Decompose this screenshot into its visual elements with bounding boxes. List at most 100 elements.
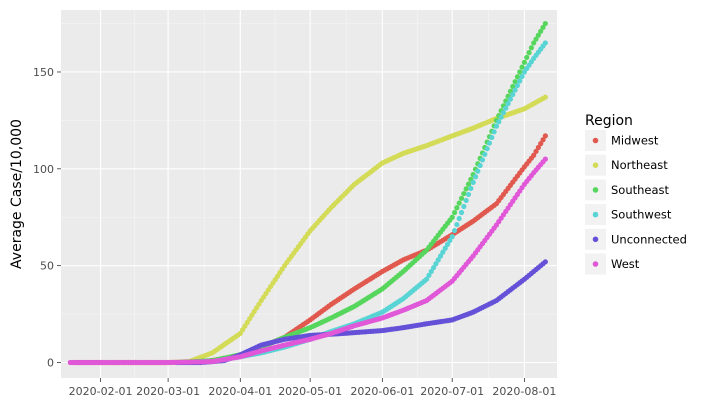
data-point xyxy=(540,24,546,31)
data-point xyxy=(491,129,497,135)
data-point xyxy=(482,151,488,157)
data-point xyxy=(512,79,518,85)
data-point xyxy=(444,241,451,247)
data-point xyxy=(542,259,548,265)
data-point xyxy=(542,40,548,46)
legend-label: Unconnected xyxy=(611,232,687,246)
data-point xyxy=(451,227,458,234)
legend-marker xyxy=(592,261,599,267)
data-point xyxy=(463,197,469,204)
data-point xyxy=(505,101,511,107)
legend-item-unconnected: Unconnected xyxy=(585,228,687,250)
legend-title: Region xyxy=(585,113,633,129)
data-point xyxy=(533,148,539,154)
data-point xyxy=(458,209,465,216)
data-point xyxy=(461,190,467,197)
legend-item-west: West xyxy=(585,253,640,275)
data-point xyxy=(535,32,541,38)
data-point xyxy=(531,40,537,46)
data-point xyxy=(451,209,458,216)
data-series xyxy=(67,20,548,366)
data-point xyxy=(430,265,437,271)
data-point xyxy=(526,50,532,56)
data-point xyxy=(449,214,455,220)
data-point xyxy=(463,186,469,192)
x-axis-ticks: 2020-02-01 2020-03-01 2020-04-01 2020-05-01… xyxy=(69,378,556,398)
series-west xyxy=(67,156,548,366)
legend-item-midwest: Midwest xyxy=(585,130,659,151)
y-tick-label: 150 xyxy=(33,66,54,79)
legend-item-northeast: Northeast xyxy=(585,154,668,176)
data-point xyxy=(447,237,453,244)
data-point xyxy=(519,64,525,70)
data-point xyxy=(437,253,444,259)
data-point xyxy=(507,96,514,102)
legend-marker xyxy=(592,211,599,218)
data-point xyxy=(540,137,546,143)
data-point xyxy=(514,74,521,80)
data-point xyxy=(465,191,472,198)
x-tick-label: 2020-07-01 xyxy=(420,385,484,398)
data-point xyxy=(472,174,479,180)
x-tick-label: 2020-03-01 xyxy=(136,385,200,398)
legend-label: Northeast xyxy=(611,158,668,172)
data-point xyxy=(517,78,523,84)
data-point xyxy=(528,45,534,51)
x-tick-label: 2020-02-01 xyxy=(69,385,133,398)
data-point xyxy=(538,141,544,147)
x-tick-label: 2020-05-01 xyxy=(278,385,342,398)
data-point xyxy=(458,195,465,201)
data-point xyxy=(423,276,430,282)
data-point xyxy=(440,249,446,255)
data-point xyxy=(498,114,504,120)
data-point xyxy=(484,146,490,152)
data-point xyxy=(542,94,548,100)
data-point xyxy=(433,261,439,267)
legend-item-southeast: Southeast xyxy=(585,179,670,201)
x-tick-label: 2020-06-01 xyxy=(350,385,414,398)
data-point xyxy=(477,162,483,169)
y-tick-label: 50 xyxy=(40,260,54,273)
minor-gridlines xyxy=(61,10,557,378)
data-point xyxy=(496,119,502,125)
data-point xyxy=(524,54,530,61)
data-point xyxy=(542,156,548,162)
data-point xyxy=(521,59,527,65)
data-point xyxy=(535,144,541,151)
legend-label: Southwest xyxy=(611,208,672,222)
data-point xyxy=(542,133,548,139)
data-point xyxy=(454,205,460,211)
x-tick-label: 2020-08-01 xyxy=(492,385,556,398)
data-point xyxy=(500,110,507,116)
data-point xyxy=(519,73,525,80)
y-tick-label: 100 xyxy=(33,163,54,176)
data-point xyxy=(449,234,455,240)
data-point xyxy=(456,200,462,206)
legend-label: West xyxy=(611,257,640,271)
data-point xyxy=(475,168,481,174)
x-tick-label: 2020-04-01 xyxy=(208,385,272,398)
legend: Region Midwest Northeast Southeast Southwes… xyxy=(585,113,687,275)
legend-label: Midwest xyxy=(611,134,659,148)
data-point xyxy=(486,140,493,146)
y-axis-title: Average Case/10,000 xyxy=(9,119,25,269)
data-point xyxy=(454,221,460,228)
data-point xyxy=(435,257,441,263)
data-point xyxy=(503,105,509,111)
data-point xyxy=(468,185,474,192)
legend-item-southwest: Southwest xyxy=(585,204,672,226)
data-point xyxy=(428,268,434,275)
y-axis-ticks: 0 50 100 150 xyxy=(33,66,61,370)
data-point xyxy=(456,215,462,222)
data-point xyxy=(465,181,472,187)
plot-panel xyxy=(61,10,557,378)
data-point xyxy=(489,134,495,141)
legend-marker xyxy=(592,236,599,243)
data-point xyxy=(531,152,537,158)
data-point xyxy=(493,123,500,129)
data-point xyxy=(470,179,476,185)
data-point xyxy=(426,272,432,278)
legend-marker xyxy=(592,187,599,193)
data-point xyxy=(542,20,548,27)
